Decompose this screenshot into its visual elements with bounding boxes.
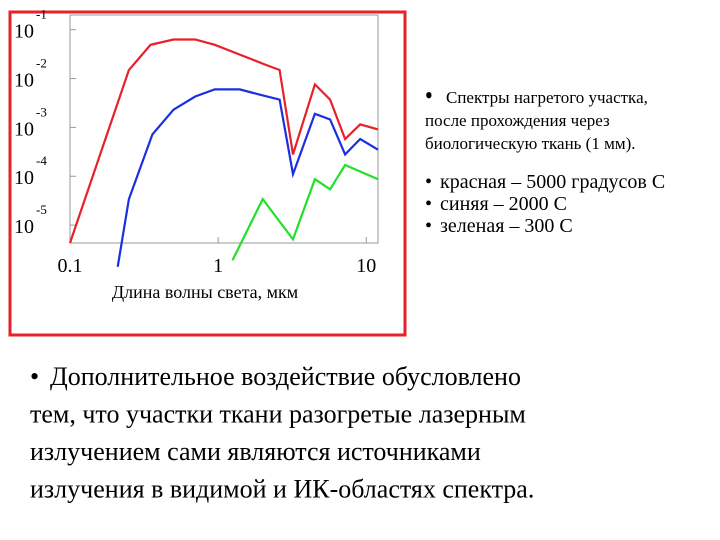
paragraph-line: тем, что участки ткани разогретые лазерн… <box>30 400 526 429</box>
y-tick-exponent: -3 <box>36 104 47 119</box>
bullet: • <box>425 82 433 107</box>
series-line <box>116 88 379 267</box>
bullet: • <box>425 83 433 108</box>
series-line <box>68 38 379 244</box>
legend-item: красная – 5000 градусов С <box>440 171 665 193</box>
legend-heading-line: биологическую ткань (1 мм). <box>425 134 636 153</box>
chart-frame <box>8 10 407 337</box>
legend-heading-line: Спектры нагретого участка, <box>446 88 648 107</box>
bullet: • <box>425 171 432 193</box>
legend-item: синяя – 2000 С <box>440 193 567 215</box>
y-tick-label: 10 <box>14 216 34 238</box>
bullet: • <box>425 193 432 215</box>
legend-heading-line: после прохождения через <box>425 111 610 130</box>
legend-item: зеленая – 300 С <box>440 215 573 237</box>
paragraph-line: излучением сами являются источниками <box>30 437 481 466</box>
x-axis-label: Длина волны света, мкм <box>112 282 298 302</box>
y-tick-exponent: -5 <box>36 202 47 217</box>
y-tick-label: 10 <box>14 118 34 140</box>
series-line <box>231 163 379 261</box>
bullet: • <box>425 215 432 237</box>
y-tick-exponent: -2 <box>36 56 47 71</box>
y-tick-label: 10 <box>14 167 34 189</box>
paragraph-line: Дополнительное воздействие обусловлено <box>50 362 521 391</box>
x-tick-label: 1 <box>213 255 223 277</box>
y-tick-label: 10 <box>14 70 34 92</box>
y-tick-exponent: -4 <box>36 153 47 168</box>
x-tick-label: 10 <box>356 255 376 277</box>
bullet: • <box>30 362 39 391</box>
y-tick-label: 10 <box>14 21 34 43</box>
paragraph-line: излучения в видимой и ИК-областях спектр… <box>30 475 534 504</box>
y-tick-exponent: -1 <box>36 7 47 22</box>
x-tick-label: 0.1 <box>58 255 83 277</box>
